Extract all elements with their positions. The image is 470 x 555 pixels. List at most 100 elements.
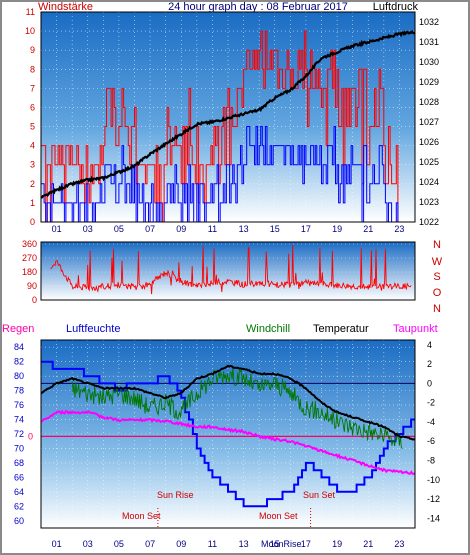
sun-rise-left-annotation: Sun Rise [157, 490, 194, 500]
x-tick-label-bottom: 09 [176, 539, 186, 549]
pressure-y-tick-label: 1030 [419, 57, 439, 67]
x-tick-label-bottom: 21 [363, 539, 373, 549]
panel-border [40, 339, 416, 529]
humidity-y-tick-label: 62 [14, 501, 24, 511]
wind-y-tick-label: 9 [30, 45, 35, 55]
x-tick-label-bottom: 13 [239, 539, 249, 549]
temperatur-label: Temperatur [313, 323, 369, 335]
x-tick-label-top: 15 [270, 224, 280, 234]
direction-y-tick-label: 360 [22, 239, 37, 249]
x-tick-label-top: 21 [363, 224, 373, 234]
x-tick-label-top: 05 [114, 224, 124, 234]
rain-zero-label: 0 [28, 431, 33, 441]
compass-label: N [433, 303, 441, 315]
temperature-y-tick-label: -2 [427, 398, 435, 408]
wind-speed-series [41, 126, 415, 223]
pressure-y-tick-label: 1022 [419, 217, 439, 227]
x-tick-label-bottom: 19 [332, 539, 342, 549]
pressure-y-tick-label: 1032 [419, 17, 439, 27]
humidity-y-tick-label: 74 [14, 415, 24, 425]
wind-y-tick-label: 3 [30, 160, 35, 170]
x-tick-label-top: 13 [239, 224, 249, 234]
wind-y-tick-label: 0 [30, 217, 35, 227]
x-tick-label-top: 23 [394, 224, 404, 234]
direction-y-tick-label: 270 [22, 253, 37, 263]
humidity-y-tick-label: 64 [14, 487, 24, 497]
x-tick-label-bottom: 17 [301, 539, 311, 549]
luftfeuchte-label: Luftfeuchte [66, 323, 120, 335]
panel-border [40, 241, 416, 301]
taupunkt-label: Taupunkt [393, 323, 438, 335]
x-tick-label-bottom: 15 [270, 539, 280, 549]
panel-border [40, 11, 416, 223]
pressure-y-tick-label: 1027 [419, 117, 439, 127]
direction-y-tick-label: 0 [32, 295, 37, 305]
humidity-y-tick-label: 70 [14, 443, 24, 453]
windstaerke-label: Windstärke [38, 1, 93, 13]
temperature-y-tick-label: 4 [427, 340, 432, 350]
pressure-y-tick-label: 1025 [419, 157, 439, 167]
dewpoint-series [40, 409, 416, 475]
temperature-y-tick-label: -6 [427, 436, 435, 446]
direction-y-tick-label: 90 [27, 281, 37, 291]
pressure-y-tick-label: 1026 [419, 137, 439, 147]
temperature-y-tick-label: -14 [427, 513, 440, 523]
direction-y-tick-label: 180 [22, 267, 37, 277]
wind-y-tick-label: 6 [30, 102, 35, 112]
x-tick-label-top: 03 [83, 224, 93, 234]
wind-direction-panel [41, 242, 415, 300]
wind-y-tick-label: 4 [30, 141, 35, 151]
wind-gust-series [41, 30, 415, 223]
temperature-series [40, 364, 416, 441]
wind-y-tick-label: 10 [25, 26, 35, 36]
x-tick-label-top: 09 [176, 224, 186, 234]
humidity-y-tick-label: 66 [14, 472, 24, 482]
windchill-series [71, 365, 403, 450]
pressure-y-tick-label: 1028 [419, 97, 439, 107]
x-tick-label-bottom: 01 [52, 539, 62, 549]
humidity-y-tick-label: 76 [14, 400, 24, 410]
sun-set-annotation: Sun Set [303, 490, 336, 500]
x-tick-label-bottom: 11 [208, 539, 217, 549]
temperature-y-tick-label: -12 [427, 494, 440, 504]
wind-y-tick-label: 1 [30, 198, 35, 208]
humidity-y-tick-label: 60 [14, 516, 24, 526]
x-tick-label-top: 07 [145, 224, 155, 234]
pressure-y-tick-label: 1023 [419, 197, 439, 207]
x-tick-label-top: 01 [52, 224, 62, 234]
pressure-y-tick-label: 1029 [419, 77, 439, 87]
humidity-y-tick-label: 84 [14, 342, 24, 352]
x-tick-label-bottom: 23 [394, 539, 404, 549]
humidity-y-tick-label: 82 [14, 357, 24, 367]
luftdruck-label: Luftdruck [373, 1, 419, 13]
pressure-y-tick-label: 1031 [419, 37, 439, 47]
wind-y-tick-label: 2 [30, 179, 35, 189]
compass-label: N [433, 239, 441, 251]
x-tick-label-top: 11 [208, 224, 217, 234]
x-tick-label-bottom: 05 [114, 539, 124, 549]
temperature-y-tick-label: 2 [427, 359, 432, 369]
compass-label: S [433, 271, 440, 283]
moon-rise-annotation: MoonRise [261, 539, 302, 549]
pressure-y-tick-label: 1024 [419, 177, 439, 187]
humidity-y-tick-label: 68 [14, 458, 24, 468]
x-tick-label-bottom: 03 [83, 539, 93, 549]
wind-y-tick-label: 7 [30, 83, 35, 93]
x-tick-label-bottom: 07 [145, 539, 155, 549]
temperature-y-tick-label: 0 [427, 378, 432, 388]
temperature-y-tick-label: -8 [427, 456, 435, 466]
compass-label: W [432, 256, 443, 268]
windchill-label: Windchill [246, 323, 290, 335]
temperature-y-tick-label: -10 [427, 475, 440, 485]
temperature-y-tick-label: -4 [427, 417, 435, 427]
moon-set-right-annotation: Moon Set [259, 511, 298, 521]
humidity-y-tick-label: 78 [14, 386, 24, 396]
regen-label: Regen [2, 323, 34, 335]
wind-y-tick-label: 8 [30, 64, 35, 74]
pressure-series [40, 29, 416, 199]
humidity-series [41, 360, 415, 508]
moon-set-left-annotation: Moon Set [122, 511, 161, 521]
x-tick-label-top: 17 [301, 224, 311, 234]
humidity-y-tick-label: 80 [14, 371, 24, 381]
